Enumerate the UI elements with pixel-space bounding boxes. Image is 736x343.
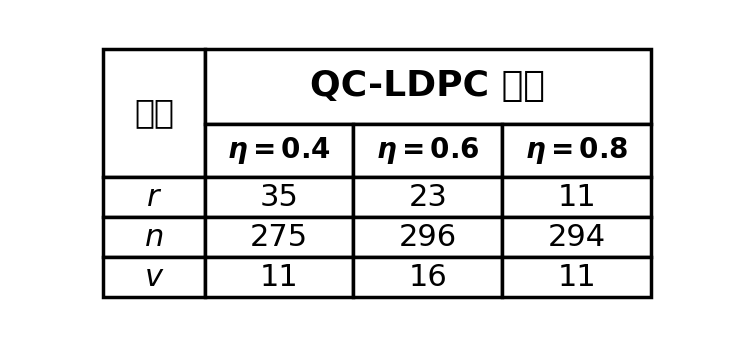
Text: $\mathit{v}$: $\mathit{v}$: [144, 263, 164, 292]
Bar: [353, 257, 502, 297]
Bar: [205, 123, 353, 177]
Bar: [353, 217, 502, 257]
Text: 16: 16: [408, 263, 447, 292]
Bar: [205, 177, 353, 217]
Bar: [205, 217, 353, 257]
Text: $\boldsymbol{\eta = 0.6}$: $\boldsymbol{\eta = 0.6}$: [376, 135, 480, 166]
Bar: [103, 257, 205, 297]
Text: $\mathit{n}$: $\mathit{n}$: [144, 223, 163, 252]
Text: 11: 11: [557, 263, 596, 292]
Bar: [205, 49, 651, 123]
Bar: [353, 123, 502, 177]
Text: QC-LDPC 码率: QC-LDPC 码率: [311, 69, 545, 103]
Bar: [205, 257, 353, 297]
Text: $\mathit{r}$: $\mathit{r}$: [146, 182, 162, 212]
Text: 294: 294: [548, 223, 606, 252]
Bar: [353, 177, 502, 217]
Text: 参数: 参数: [134, 96, 174, 130]
Text: $\boldsymbol{\eta = 0.8}$: $\boldsymbol{\eta = 0.8}$: [526, 135, 628, 166]
Bar: [103, 217, 205, 257]
Text: 296: 296: [399, 223, 457, 252]
Text: 23: 23: [408, 182, 447, 212]
Bar: [502, 257, 651, 297]
Bar: [103, 49, 205, 177]
Bar: [502, 177, 651, 217]
Text: 35: 35: [260, 182, 299, 212]
Bar: [502, 123, 651, 177]
Text: 275: 275: [250, 223, 308, 252]
Text: 11: 11: [557, 182, 596, 212]
Bar: [502, 217, 651, 257]
Text: 11: 11: [260, 263, 299, 292]
Bar: [103, 177, 205, 217]
Text: $\boldsymbol{\eta = 0.4}$: $\boldsymbol{\eta = 0.4}$: [227, 135, 331, 166]
